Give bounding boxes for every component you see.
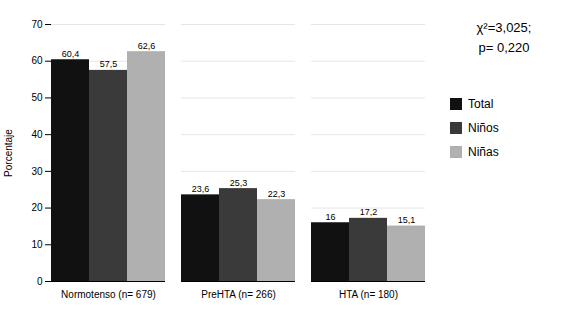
svg-text:10: 10 <box>31 239 43 250</box>
svg-text:62,6: 62,6 <box>138 41 156 51</box>
svg-text:40: 40 <box>31 129 43 140</box>
svg-text:0: 0 <box>37 276 43 287</box>
html-text:Niños: Niños <box>468 121 499 135</box>
svg-text:16: 16 <box>325 212 335 222</box>
svg-text:57,5: 57,5 <box>100 59 118 69</box>
svg-text:25,3: 25,3 <box>230 178 248 188</box>
svg-text:Porcentaje: Porcentaje <box>3 129 14 177</box>
svg-text:60,4: 60,4 <box>62 49 80 59</box>
svg-text:23,6: 23,6 <box>192 184 210 194</box>
svg-text:15,1: 15,1 <box>398 215 416 225</box>
html-text:p= 0,220: p= 0,220 <box>478 39 530 55</box>
svg-text:22,3: 22,3 <box>268 189 286 199</box>
html-text:χ²=3,025;: χ²=3,025; <box>476 20 532 35</box>
svg-text:20: 20 <box>31 202 43 213</box>
html-text:Niñas: Niñas <box>468 145 499 159</box>
svg-text:70: 70 <box>31 19 43 30</box>
svg-text:PreHTA (n= 266): PreHTA (n= 266) <box>201 289 276 300</box>
svg-text:50: 50 <box>31 92 43 103</box>
html-text:Total: Total <box>468 97 494 111</box>
svg-text:30: 30 <box>31 166 43 177</box>
svg-text:HTA (n= 180): HTA (n= 180) <box>339 289 398 300</box>
svg-text:60: 60 <box>31 55 43 66</box>
svg-text:17,2: 17,2 <box>360 207 378 217</box>
svg-text:Normotenso (n= 679): Normotenso (n= 679) <box>61 289 156 300</box>
